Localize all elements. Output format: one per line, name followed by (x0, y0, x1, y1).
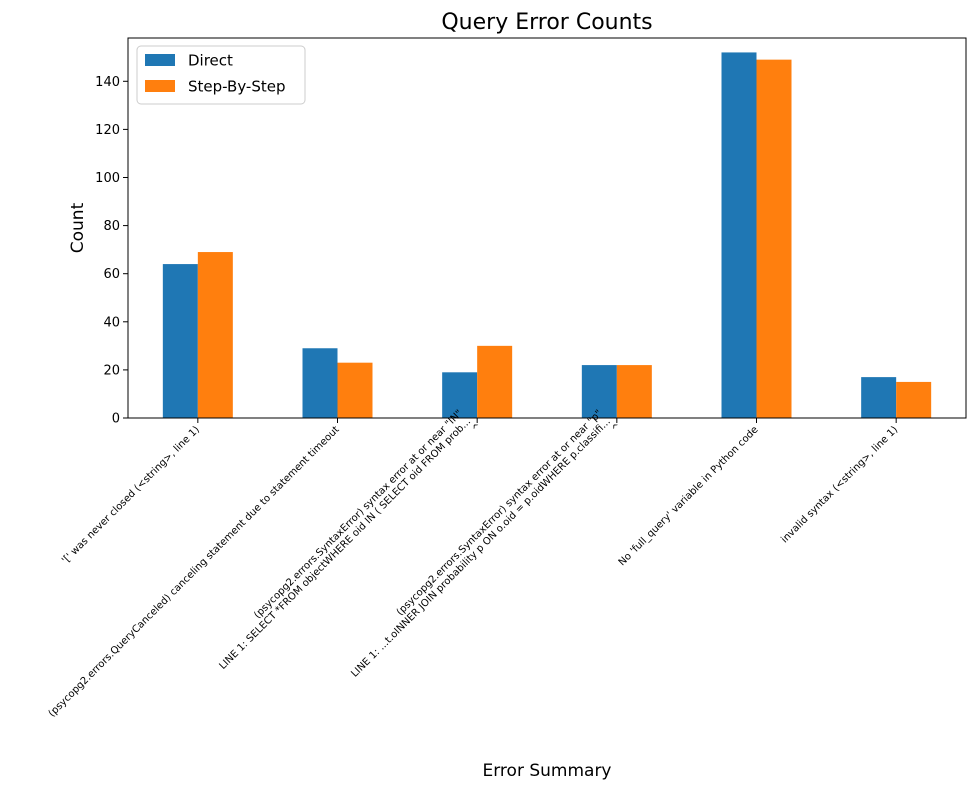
legend-box (136, 45, 306, 105)
legend-swatch-0 (145, 54, 175, 66)
bar-direct-5 (861, 377, 897, 418)
bar-step-by-step-1 (337, 362, 373, 418)
plot-frame (127, 37, 967, 419)
x-axis-label: Error Summary (483, 761, 612, 781)
x-tick-label-2: (psycopg2.errors.SyntaxError) syntax err… (209, 405, 484, 680)
y-axis: 0 20 40 60 80 100 120 140 (95, 75, 128, 427)
bar-direct-1 (302, 348, 338, 418)
bars-group (162, 52, 932, 418)
bar-direct-4 (721, 52, 757, 418)
y-axis-label: Count (68, 202, 88, 253)
y-tick-label-7: 140 (95, 75, 120, 90)
bar-step-by-step-5 (896, 381, 932, 418)
legend-swatch-1 (145, 80, 175, 92)
y-tick-label-0: 0 (112, 412, 120, 427)
y-tick-label-2: 40 (103, 315, 120, 330)
chart-title: Query Error Counts (441, 10, 652, 35)
bar-step-by-step-4 (756, 59, 792, 418)
y-tick-label-5: 100 (95, 171, 120, 186)
bar-direct-3 (581, 365, 617, 418)
y-tick-label-1: 20 (103, 363, 120, 378)
y-tick-label-3: 60 (103, 267, 120, 282)
legend-label-0: Direct (188, 52, 233, 70)
legend-label-1: Step-By-Step (188, 78, 286, 96)
bar-direct-2 (442, 372, 478, 418)
x-tick-label-3: (psycopg2.errors.SyntaxError) syntax err… (341, 405, 624, 688)
x-tick-label-4: No 'full_query' variable in Python code (617, 424, 761, 568)
x-tick-label-5: invalid syntax (<string>, line 1) (779, 424, 900, 545)
bar-direct-0 (162, 264, 198, 418)
bar-step-by-step-2 (477, 345, 513, 418)
y-tick-label-4: 80 (103, 219, 120, 234)
bar-step-by-step-0 (197, 252, 233, 418)
y-tick-label-6: 120 (95, 123, 120, 138)
bar-step-by-step-3 (616, 365, 652, 418)
legend: Direct Step-By-Step (136, 45, 306, 105)
x-axis: '[' was never closed (<string>, line 1)(… (47, 405, 901, 719)
x-tick-label-0: '[' was never closed (<string>, line 1) (60, 424, 202, 566)
